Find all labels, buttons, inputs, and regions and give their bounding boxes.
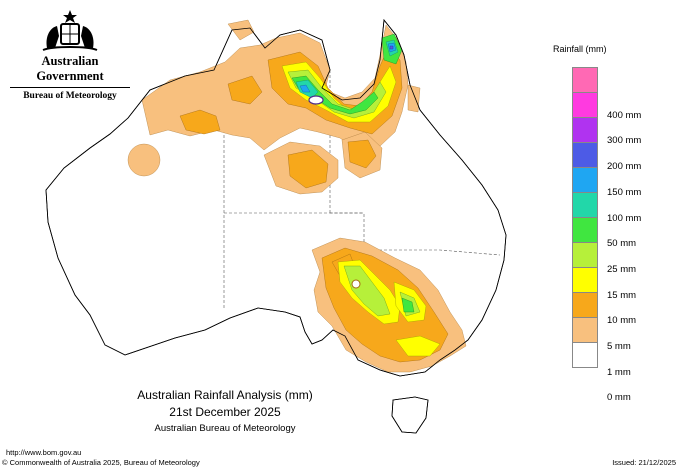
legend-label: 200 mm [607,161,642,173]
legend-swatch [572,92,598,118]
rainfall-legend [572,67,598,368]
issued-date: Issued: 21/12/2025 [612,458,676,467]
legend-label: 1 mm [607,366,631,378]
legend-label: 0 mm [607,392,631,404]
website-link[interactable]: http://www.bom.gov.au [6,448,82,457]
legend-title: Rainfall (mm) [553,44,607,54]
bureau-name: Bureau of Meteorology [23,91,117,101]
government-name: Australian Government [36,54,104,83]
legend-swatch [572,342,598,368]
map-organisation: Australian Bureau of Meteorology [154,423,296,434]
logo-divider [10,87,130,88]
rain-100mm-north [299,84,311,93]
legend-label: 15 mm [607,289,637,301]
coastline-overlay [45,18,507,434]
legend-label: 150 mm [607,186,642,198]
legend-swatch [572,217,598,243]
rain-high-spots [308,95,361,289]
rain-spot-carpentaria [308,95,324,105]
rain-5mm-centre [287,149,329,189]
tasmania-coast [391,396,429,434]
mainland-coast [45,18,507,377]
rain-5mm-qld [347,139,377,169]
legend-swatch [572,267,598,293]
legend-swatch [572,292,598,318]
legend-swatch [572,317,598,343]
rain-15mm-sa [343,265,391,317]
qld-nsw-border [364,249,501,256]
rain-spot-sa [351,279,361,289]
legend-swatch [572,242,598,268]
legend-label: 300 mm [607,135,642,147]
legend-label: 5 mm [607,341,631,352]
rain-25mm-nsw [401,297,415,313]
copyright-notice: © Commonwealth of Australia 2025, Bureau… [2,458,200,467]
government-logo: Australian Government Bureau of Meteorol… [8,8,132,101]
rain-5mm-kimberley-b [227,75,263,105]
legend-swatch [572,142,598,168]
legend-label: 400 mm [607,109,642,121]
legend-label: 100 mm [607,212,642,224]
rain-10mm-vic [395,335,441,357]
coat-of-arms-icon [42,10,98,51]
legend-label: 50 mm [607,238,637,250]
rain-region-cape [227,19,255,41]
rain-region-wa-blob [127,143,161,177]
rain-150mm-qld [389,45,394,50]
rain-150mm-areas [389,45,394,50]
map-title: Australian Rainfall Analysis (mm) [137,388,313,402]
legend-label: 25 mm [607,263,637,275]
legend-swatch [572,167,598,193]
rain-region-ne-coast [407,84,421,113]
legend-swatch [572,117,598,143]
rain-5mm-kimberley-a [179,109,221,135]
legend-swatch [572,192,598,218]
legend-label: 10 mm [607,315,637,327]
tasmania-outline [391,396,429,434]
legend-swatch [572,67,598,93]
map-date: 21st December 2025 [169,405,281,419]
sa-qld-border [330,212,365,250]
